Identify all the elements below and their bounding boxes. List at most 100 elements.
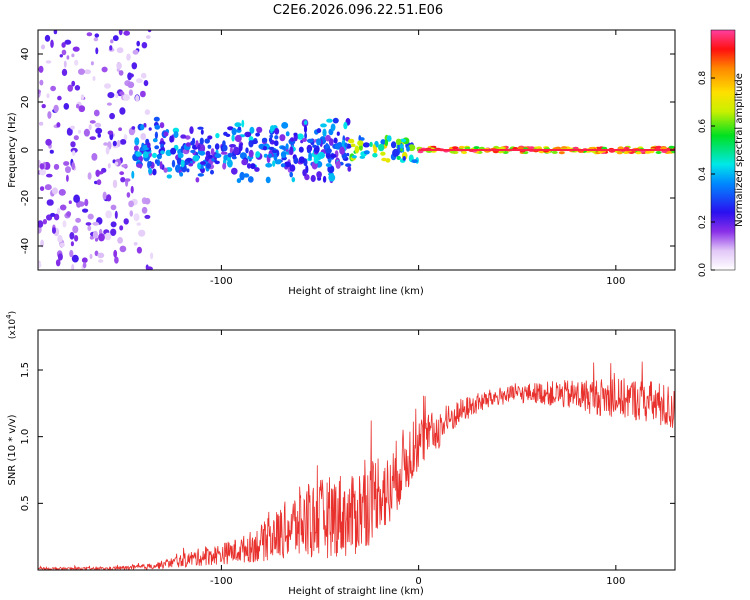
- spectrogram-cell: [154, 145, 160, 150]
- spectrogram-cell: [119, 91, 125, 96]
- colorbar-tick-label: 0.0: [698, 263, 708, 278]
- spectrogram-cell: [66, 127, 73, 136]
- spectrogram-cell: [551, 150, 558, 154]
- spectrogram-cell: [131, 62, 138, 70]
- spectrogram-cell: [135, 95, 140, 102]
- colorbar: 0.0 0.2 0.4 0.6 0.8 Normalized spectral ampl…: [698, 29, 745, 278]
- spectrogram-cell: [330, 153, 337, 158]
- spectrogram-cell: [81, 257, 88, 264]
- x-tick-label: 100: [606, 576, 625, 587]
- snr-exponent-label: (x104): [5, 311, 18, 339]
- spectrogram-cell: [298, 156, 305, 164]
- spectrogram-cell: [153, 116, 160, 122]
- spectrogram-cell: [237, 126, 242, 131]
- spectrogram-cell: [406, 146, 410, 152]
- spectrogram-cell: [102, 191, 107, 200]
- spectrogram-cell: [39, 186, 45, 192]
- spectrogram-cell: [207, 154, 213, 159]
- spectrogram-cell: [191, 137, 196, 145]
- spectrogram-cell: [269, 134, 274, 139]
- spectrogram-cell: [152, 152, 157, 158]
- spectrogram-cell: [88, 124, 92, 131]
- spectrogram-cell: [58, 189, 66, 196]
- spectrogram-cell: [381, 157, 387, 162]
- spectrogram-cell: [132, 49, 139, 55]
- spectrogram-cell: [192, 155, 200, 162]
- spectrogram-cell: [231, 167, 238, 175]
- spectrogram-cell: [236, 178, 242, 184]
- spectrogram-cell: [57, 95, 62, 101]
- spectrogram-cell: [63, 60, 67, 68]
- spectrogram-cell: [78, 68, 85, 75]
- spectrogram-cell: [223, 154, 228, 161]
- spectrogram-cell: [144, 197, 151, 205]
- spectrogram-cell: [145, 266, 153, 270]
- spectrogram-cell: [303, 120, 308, 125]
- spectrogram-cell: [125, 178, 131, 182]
- spectrogram-cell: [85, 222, 92, 226]
- spectrogram-cell: [87, 225, 92, 231]
- spectrogram-cell: [141, 42, 148, 49]
- spectrogram-cell: [325, 142, 329, 150]
- spectrogram-cell: [61, 42, 66, 48]
- spectrogram-cells: [38, 30, 675, 270]
- y-tick-label: -20: [20, 190, 31, 206]
- spectrogram-cell: [49, 149, 54, 154]
- spectrogram-cell: [313, 155, 319, 164]
- spectrogram-cell: [78, 129, 81, 134]
- spectrogram-cell: [44, 34, 51, 42]
- spectrogram-cell: [211, 158, 215, 162]
- spectrogram-cell: [411, 159, 418, 164]
- spectrogram-cell: [61, 68, 68, 76]
- spectrogram-cell: [280, 163, 286, 168]
- spectrogram-cell: [117, 237, 123, 244]
- spectrogram-cell: [271, 149, 278, 154]
- spectrogram-cell: [261, 137, 268, 143]
- snr-series-line: [38, 361, 675, 570]
- spectrogram-cell: [71, 264, 75, 270]
- spectrogram-cell: [107, 163, 111, 169]
- spectrogram-cell: [94, 122, 102, 128]
- spectrogram-cell: [246, 163, 252, 169]
- spectrogram-cell: [82, 208, 89, 213]
- spectrogram-cell: [255, 151, 261, 158]
- spectrogram-cell: [227, 152, 233, 158]
- spectrogram-cell: [195, 177, 200, 183]
- spectrogram-cell: [144, 109, 151, 115]
- spectrogram-cell: [72, 150, 76, 157]
- spectrogram-cell: [197, 144, 201, 150]
- spectrogram-cell: [316, 138, 322, 146]
- x-tick-label: -100: [210, 276, 233, 287]
- spectrogram-cell: [390, 141, 397, 149]
- spectrogram-cell: [98, 233, 105, 242]
- spectrogram-cell: [159, 161, 163, 170]
- spectrogram-cell: [130, 128, 136, 134]
- spectrogram-cell: [281, 145, 286, 150]
- spectrogram-ylabel: Frequency (Hz): [7, 112, 18, 188]
- colorbar-tick-label: 0.2: [698, 215, 708, 229]
- spectrogram-cell: [517, 146, 524, 150]
- spectrogram-cell: [110, 221, 117, 228]
- spectrogram-cell: [244, 131, 252, 138]
- spectrogram-cell: [110, 39, 114, 44]
- spectrogram-cell: [89, 136, 97, 141]
- spectrogram-cell: [231, 134, 235, 142]
- spectrogram-cell: [74, 235, 79, 242]
- spectrogram-cell: [280, 151, 287, 159]
- x-tick-label: 100: [606, 276, 625, 287]
- spectrogram-cell: [185, 142, 191, 147]
- snr-frame: [37, 329, 676, 571]
- spectrogram-cell: [166, 174, 172, 179]
- spectrogram-cell: [344, 142, 348, 148]
- colorbar-tick-label: 0.8: [698, 71, 708, 86]
- spectrogram-cell: [68, 200, 72, 204]
- figure-title: C2E6.2026.096.22.51.E06: [273, 3, 443, 18]
- spectrogram-cell: [345, 163, 352, 168]
- spectrogram-cell: [163, 131, 169, 137]
- spectrogram-cell: [327, 165, 335, 174]
- spectrogram-cell: [74, 59, 79, 66]
- spectrogram-cell: [322, 175, 327, 183]
- spectrogram-cell: [473, 146, 480, 150]
- spectrogram-cell: [109, 112, 115, 120]
- y-tick-label: 40: [20, 48, 31, 61]
